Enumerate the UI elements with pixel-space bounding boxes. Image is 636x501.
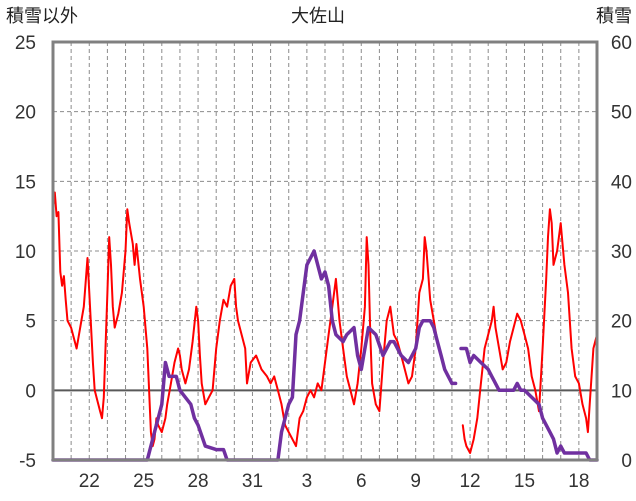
temperature-line [52,191,443,448]
snow-depth-line-series [51,249,599,462]
y-tick-right-label: 0 [621,451,632,472]
grid [53,42,597,460]
x-tick-label: 3 [302,471,313,492]
y-tick-left-label: 15 [15,172,36,193]
snow-depth-line [51,249,458,462]
y-tick-right-label: 30 [611,242,632,263]
y-axis-left-title: 積雪以外 [6,6,78,27]
y-tick-left-label: 25 [15,33,36,54]
temperature-line-series [52,191,598,454]
x-tick-label: 12 [459,471,480,492]
x-tick-label: 25 [133,471,154,492]
x-tick-label: 31 [242,471,263,492]
y-tick-right-label: 20 [611,312,632,333]
y-tick-left-label: 5 [25,312,36,333]
x-tick-label: 6 [356,471,367,492]
snow-depth-line [459,346,599,462]
y-tick-right-label: 40 [611,172,632,193]
plot-frame [51,40,599,462]
x-tick-label: 18 [568,471,589,492]
y-tick-left-label: -5 [19,451,36,472]
x-tick-label: 9 [410,471,421,492]
chart-title: 大佐山 [291,6,345,27]
y-tick-right-label: 10 [611,381,632,402]
x-tick-label: 15 [514,471,535,492]
y-tick-left-label: 0 [25,381,36,402]
y-tick-right-label: 60 [611,33,632,54]
y-axis-right-title: 積雪 [596,6,632,27]
temperature-line [461,208,598,454]
x-axis: 22 25 28 31 3 6 9 12 15 18 [79,471,590,492]
y-tick-left-label: 20 [15,103,36,124]
y-tick-left-label: 10 [15,242,36,263]
series-layer [51,191,599,462]
y-axis-right: 60 50 40 30 20 10 0 [611,33,632,472]
y-tick-right-label: 50 [611,103,632,124]
y-axis-left: 25 20 15 10 5 0 -5 [15,33,36,472]
x-tick-label: 28 [187,471,208,492]
x-tick-label: 22 [79,471,100,492]
